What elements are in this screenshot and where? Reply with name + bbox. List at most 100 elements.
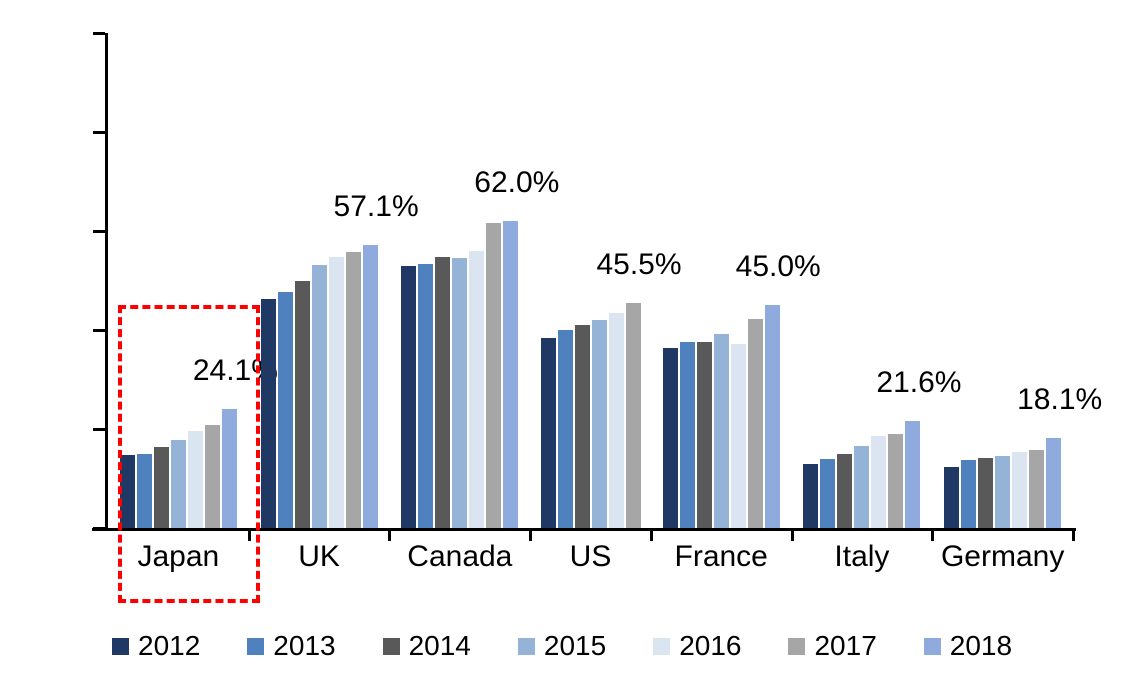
japan-highlight-box bbox=[118, 305, 260, 603]
data-label-germany: 18.1% bbox=[1017, 383, 1103, 417]
bar-uk-2016 bbox=[328, 256, 344, 528]
bar-us-2015 bbox=[591, 319, 607, 528]
legend-swatch-2012 bbox=[112, 637, 129, 655]
x-axis-label-us: US bbox=[569, 540, 612, 573]
bar-japan-2014 bbox=[153, 447, 169, 528]
legend-swatch-2017 bbox=[788, 637, 806, 655]
bar-france-2016 bbox=[730, 343, 746, 528]
bar-canada-2017 bbox=[486, 223, 502, 528]
legend-item-2016: 2016 bbox=[653, 632, 741, 660]
bar-us-2014 bbox=[574, 325, 590, 528]
bar-france-2013 bbox=[679, 342, 695, 528]
bar-canada-2012 bbox=[401, 266, 417, 528]
legend-swatch-2014 bbox=[382, 637, 400, 655]
bar-italy-2016 bbox=[871, 435, 887, 528]
bar-uk-2012 bbox=[260, 298, 276, 528]
data-label-canada: 62.0% bbox=[474, 166, 560, 200]
legend-label-2018: 2018 bbox=[949, 630, 1013, 661]
bar-canada-2018 bbox=[503, 221, 519, 528]
bar-france-2018 bbox=[764, 305, 780, 528]
bar-japan-2016 bbox=[187, 431, 203, 528]
legend-label-2013: 2013 bbox=[273, 630, 336, 661]
plot-area: 0%20%40%60%80%100% 24.1%Japan57.1%UK62.0… bbox=[92, 32, 1102, 573]
data-label-us: 45.5% bbox=[596, 247, 682, 281]
bar-group-canada: 62.0% Canada bbox=[389, 33, 559, 573]
y-axis-tick bbox=[93, 428, 105, 431]
bar-germany-2017 bbox=[1029, 450, 1045, 528]
bar-us-2017 bbox=[625, 302, 641, 528]
bar-group-us: 45.5% US bbox=[530, 33, 682, 573]
data-label-france: 45.0% bbox=[735, 250, 821, 284]
bar-france-2014 bbox=[696, 342, 712, 528]
bar-italy-2015 bbox=[854, 445, 870, 528]
bar-italy-2017 bbox=[888, 433, 904, 528]
x-axis-label-japan: Japan bbox=[137, 540, 220, 573]
x-axis-label-italy: Italy bbox=[834, 540, 890, 573]
bar-italy-2012 bbox=[803, 463, 819, 528]
bar-uk-2015 bbox=[311, 265, 327, 528]
x-axis-label-france: France bbox=[674, 540, 768, 573]
bar-germany-2015 bbox=[995, 455, 1011, 528]
bar-us-2012 bbox=[540, 338, 556, 528]
bar-canada-2016 bbox=[469, 250, 485, 528]
legend-label-2017: 2017 bbox=[814, 630, 877, 661]
bar-japan-2017 bbox=[204, 424, 220, 528]
x-axis-label-germany: Germany bbox=[940, 540, 1065, 573]
bar-canada-2015 bbox=[452, 258, 468, 528]
bar-japan-2018 bbox=[221, 408, 237, 528]
bar-us-2016 bbox=[608, 313, 624, 528]
bar-italy-2014 bbox=[837, 453, 853, 528]
bar-group-germany: 18.1% Germany bbox=[932, 33, 1102, 573]
legend-swatch-2016 bbox=[653, 637, 671, 655]
y-axis-tick bbox=[93, 230, 105, 233]
legend-label-2015: 2015 bbox=[543, 630, 607, 661]
bar-japan-2015 bbox=[170, 439, 186, 528]
bar-italy-2018 bbox=[905, 421, 921, 528]
bar-germany-2014 bbox=[978, 458, 994, 528]
bar-france-2017 bbox=[747, 318, 763, 528]
bar-japan-2013 bbox=[136, 454, 152, 528]
x-axis-label-uk: UK bbox=[298, 540, 340, 573]
data-label-italy: 21.6% bbox=[876, 366, 962, 400]
legend: 2012 2013 2014 2015 2016 2017 2018 bbox=[112, 632, 1012, 660]
bar-uk-2014 bbox=[294, 280, 310, 528]
bar-italy-2013 bbox=[820, 459, 836, 528]
bar-france-2015 bbox=[713, 333, 729, 528]
bar-canada-2014 bbox=[435, 256, 451, 528]
bar-germany-2012 bbox=[944, 467, 960, 528]
bar-uk-2013 bbox=[277, 291, 293, 528]
y-axis-tick bbox=[93, 329, 105, 332]
legend-swatch-2015 bbox=[517, 637, 535, 655]
bar-france-2012 bbox=[662, 347, 678, 528]
legend-item-2013: 2013 bbox=[247, 630, 336, 661]
bar-uk-2017 bbox=[345, 251, 361, 528]
legend-item-2012: 2012 bbox=[112, 632, 200, 660]
legend-item-2015: 2015 bbox=[517, 630, 607, 661]
data-label-uk: 57.1% bbox=[333, 190, 419, 224]
legend-item-2017: 2017 bbox=[788, 630, 877, 661]
y-axis-tick bbox=[93, 527, 105, 530]
legend-label-2012: 2012 bbox=[138, 630, 201, 661]
bar-japan-2012 bbox=[119, 455, 135, 528]
legend-label-2014: 2014 bbox=[408, 630, 471, 661]
y-axis-tick bbox=[93, 131, 105, 134]
legend-swatch-2018 bbox=[923, 637, 941, 655]
legend-item-2014: 2014 bbox=[382, 630, 471, 661]
bar-uk-2018 bbox=[362, 245, 378, 528]
bar-germany-2018 bbox=[1046, 438, 1062, 528]
x-axis-label-canada: Canada bbox=[407, 540, 513, 573]
x-axis-line bbox=[92, 528, 1076, 531]
legend-item-2018: 2018 bbox=[923, 630, 1013, 661]
bar-us-2013 bbox=[557, 329, 573, 528]
y-axis-tick bbox=[93, 32, 105, 35]
legend-swatch-2013 bbox=[247, 637, 265, 655]
bar-germany-2013 bbox=[961, 460, 977, 528]
bar-group-france: 45.0% France bbox=[651, 33, 821, 573]
bar-groups: 24.1% Japan 57.1% UK 62.0% Canada 45.5% US 45.0%… bbox=[108, 33, 1102, 573]
bar-group-italy: 21.6% Italy bbox=[792, 33, 961, 573]
legend-label-2016: 2016 bbox=[679, 630, 742, 661]
bar-group-uk: 57.1% UK bbox=[249, 33, 419, 573]
bar-germany-2016 bbox=[1012, 452, 1028, 528]
bar-canada-2013 bbox=[418, 263, 434, 528]
